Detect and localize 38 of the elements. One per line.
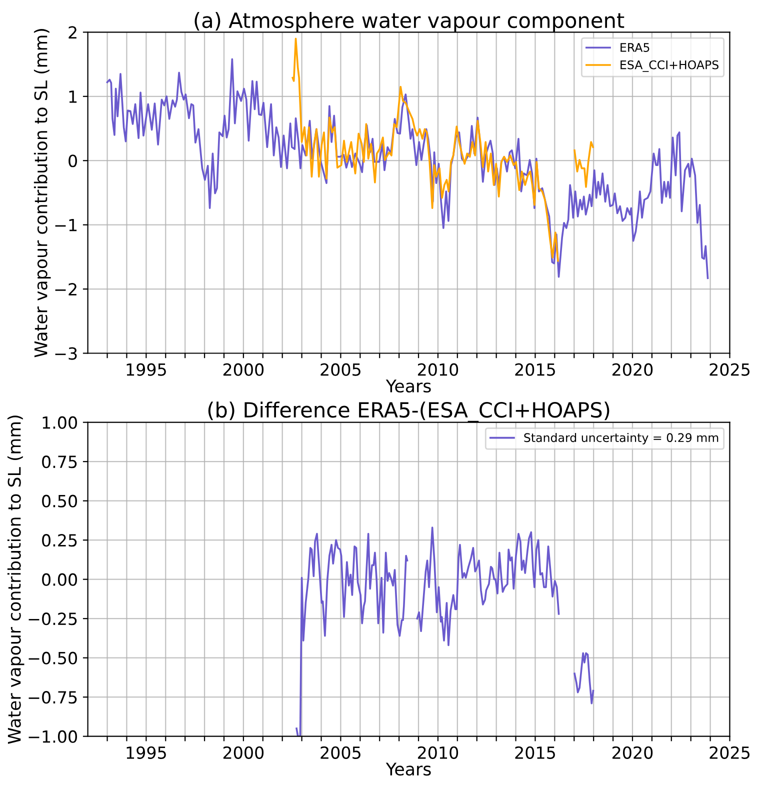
y-tick-label: 0.75 bbox=[42, 456, 77, 468]
y-tick-label: 0.25 bbox=[42, 534, 77, 547]
y-tick-label: 2 bbox=[68, 26, 76, 39]
x-tick-label: 1995 bbox=[126, 363, 166, 376]
x-tick-label: 2005 bbox=[320, 746, 360, 759]
x-tick-label: 1995 bbox=[126, 746, 166, 759]
x-tick-label: 2000 bbox=[223, 746, 264, 759]
y-tick-label: 1 bbox=[69, 90, 77, 103]
x-tick-label: 2005 bbox=[320, 363, 360, 376]
legend-label: ERA5 bbox=[620, 43, 650, 52]
legend-label: Standard uncertainty = 0.29 mm bbox=[524, 432, 718, 444]
legend-label: ESA_CCI+HOAPS bbox=[620, 60, 718, 72]
x-tick-label: 2015 bbox=[515, 746, 555, 759]
x-axis-title: Years bbox=[386, 762, 431, 776]
x-tick-label: 2020 bbox=[612, 363, 653, 376]
y-tick-label: 0.00 bbox=[42, 573, 77, 586]
y-tick-label: −0.25 bbox=[28, 612, 77, 626]
x-tick-label: 2000 bbox=[223, 363, 264, 376]
y-axis-title: Water vapour contribution to SL (mm) bbox=[7, 416, 24, 744]
y-tick-label: −1.00 bbox=[28, 730, 77, 743]
x-tick-label: 2010 bbox=[418, 363, 458, 376]
x-tick-label: 2025 bbox=[710, 363, 750, 376]
y-tick-label: −0.75 bbox=[28, 691, 77, 704]
chart-title: (a) Atmosphere water vapour component bbox=[194, 12, 624, 32]
x-tick-label: 2020 bbox=[612, 746, 653, 759]
y-tick-label: 0.50 bbox=[42, 494, 77, 508]
chart-title: (b) Difference ERA5-(ESA_CCI+HOAPS) bbox=[208, 402, 610, 422]
y-axis-title: Water vapour contribution to SL (mm) bbox=[34, 29, 51, 358]
x-axis-title: Years bbox=[386, 380, 431, 393]
x-tick-label: 2010 bbox=[418, 746, 458, 759]
y-tick-label: 0 bbox=[68, 154, 77, 168]
x-tick-label: 2015 bbox=[515, 363, 555, 376]
y-tick-label: −2 bbox=[55, 283, 76, 296]
y-tick-label: −1 bbox=[55, 219, 77, 232]
y-tick-label: −3 bbox=[55, 347, 77, 360]
y-tick-label: 1.00 bbox=[42, 416, 77, 429]
x-tick-label: 2025 bbox=[710, 746, 750, 759]
y-tick-label: −0.50 bbox=[28, 652, 77, 664]
